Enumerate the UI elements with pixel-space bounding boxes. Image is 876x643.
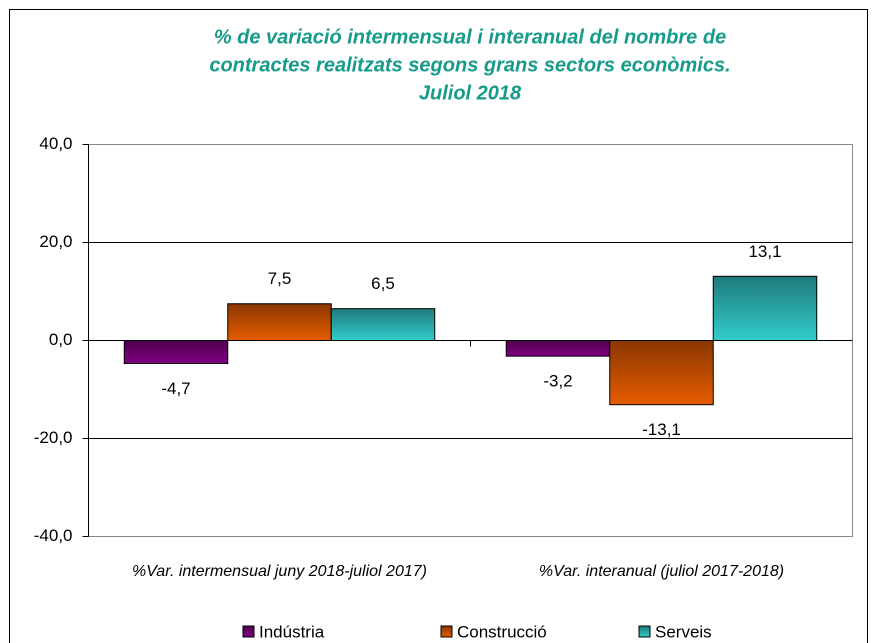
data-label: 7,5	[268, 269, 292, 288]
legend-label: Indústria	[259, 622, 325, 641]
bar	[712, 275, 818, 341]
data-label: 13,1	[748, 242, 781, 261]
bar	[227, 303, 332, 341]
data-label: -3,2	[543, 372, 572, 391]
y-tick-label: -20,0	[34, 428, 73, 447]
legend-swatch	[440, 625, 453, 638]
legend-swatch	[242, 625, 255, 638]
x-tick-label: %Var. intermensual juny 2018-juliol 2017…	[132, 563, 427, 580]
chart-title: % de variació intermensual i interanual …	[214, 26, 726, 48]
y-tick-label: 40,0	[39, 134, 72, 153]
y-tick-label: -40,0	[34, 526, 73, 545]
y-tick-label: 20,0	[39, 232, 72, 251]
chart-title: Juliol 2018	[419, 82, 522, 104]
x-tick-label: %Var. interanual (juliol 2017-2018)	[539, 563, 784, 580]
data-label: -4,7	[161, 379, 190, 398]
legend-swatch	[638, 625, 651, 638]
data-label: -13,1	[642, 420, 681, 439]
bar	[609, 340, 714, 406]
legend-label: Serveis	[655, 622, 712, 641]
y-tick-label: 0,0	[49, 330, 73, 349]
chart-title: contractes realitzats segons grans secto…	[209, 54, 730, 76]
bar	[330, 308, 436, 341]
bar	[505, 340, 611, 357]
data-label: 6,5	[371, 274, 395, 293]
bar	[123, 340, 229, 365]
legend-label: Construcció	[457, 622, 547, 641]
